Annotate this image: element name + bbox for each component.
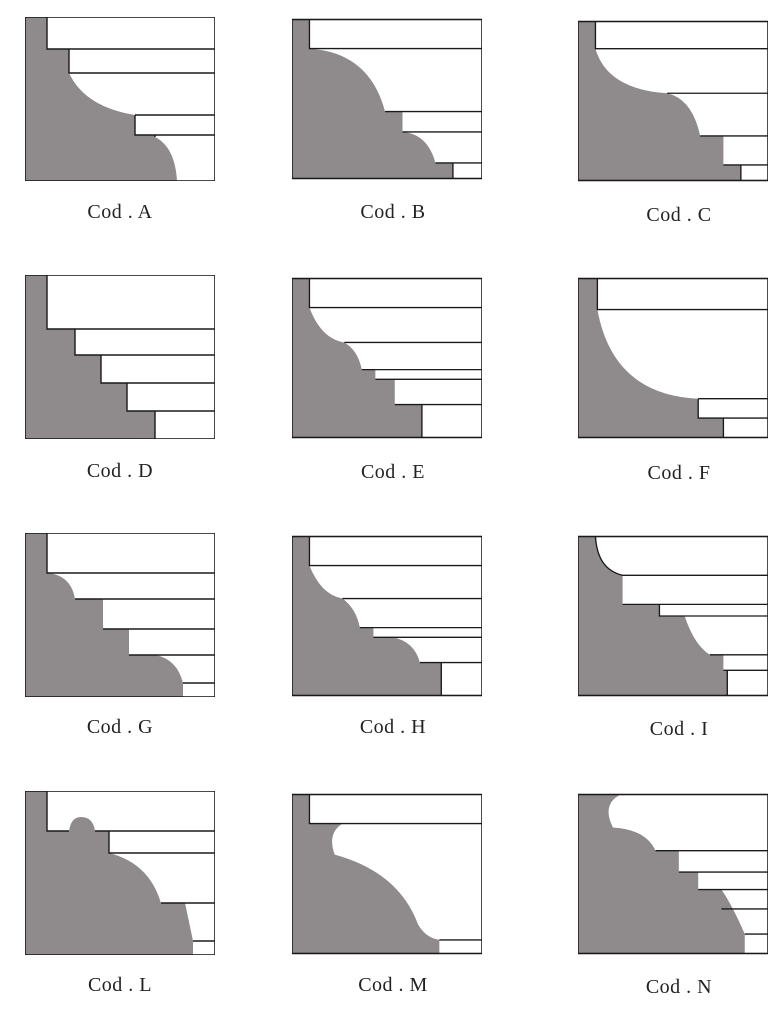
profile-e — [292, 277, 482, 439]
caption-d: Cod . D — [86, 460, 154, 482]
profile-c — [578, 20, 768, 182]
profile-i — [578, 535, 768, 697]
caption-h: Cod . H — [359, 716, 427, 738]
caption-g: Cod . G — [86, 716, 154, 738]
caption-l: Cod . L — [87, 974, 153, 996]
profile-h — [292, 535, 482, 697]
caption-a: Cod . A — [87, 201, 153, 223]
profile-l — [25, 791, 215, 955]
caption-m: Cod . M — [358, 974, 428, 996]
caption-f: Cod . F — [647, 462, 711, 484]
caption-e: Cod . E — [360, 461, 426, 483]
profile-g — [25, 533, 215, 697]
caption-n: Cod . N — [645, 976, 713, 998]
profile-d — [25, 275, 215, 439]
profile-m — [292, 793, 482, 955]
caption-i: Cod . I — [649, 718, 709, 740]
caption-c: Cod . C — [646, 204, 712, 226]
profile-b — [292, 18, 482, 180]
caption-b: Cod . B — [360, 201, 426, 223]
profile-a — [25, 17, 215, 181]
profile-n — [578, 793, 768, 955]
profile-f — [578, 277, 768, 439]
